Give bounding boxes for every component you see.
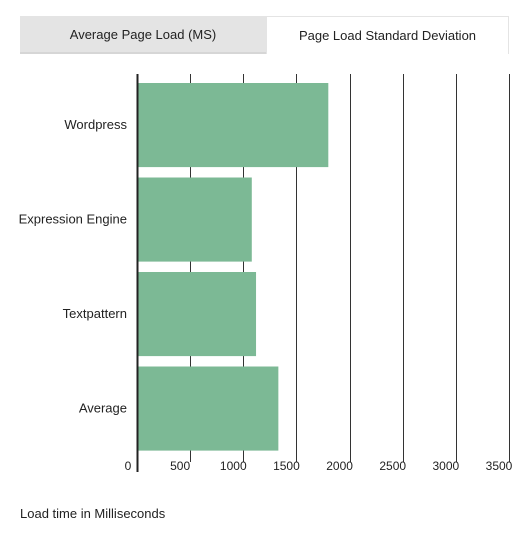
tick-label: 3000: [433, 459, 460, 473]
tab-bar: Average Page Load (MS) Page Load Standar…: [20, 16, 509, 54]
category-label: Textpattern: [63, 306, 127, 321]
tick-label: 1000: [220, 459, 247, 473]
tab-average-page-load[interactable]: Average Page Load (MS): [20, 16, 266, 54]
tick-label: 3500: [486, 459, 513, 473]
bar: [137, 177, 252, 262]
bar: [137, 366, 279, 451]
tick-label: 2500: [379, 459, 406, 473]
tick-label: 500: [170, 459, 190, 473]
bar: [137, 83, 329, 168]
x-axis-title: Load time in Milliseconds: [20, 506, 166, 521]
tick-label: 2000: [326, 459, 353, 473]
tick-label: 1500: [273, 459, 300, 473]
category-label: Wordpress: [64, 117, 127, 132]
category-label: Expression Engine: [19, 212, 127, 227]
tab-page-load-std-dev[interactable]: Page Load Standard Deviation: [266, 16, 509, 54]
tick-label: 0: [125, 459, 132, 473]
bar: [137, 272, 257, 357]
category-label: Average: [79, 401, 127, 416]
bar-chart: Wordpress Expression Engine Textpattern Ave…: [19, 74, 513, 473]
